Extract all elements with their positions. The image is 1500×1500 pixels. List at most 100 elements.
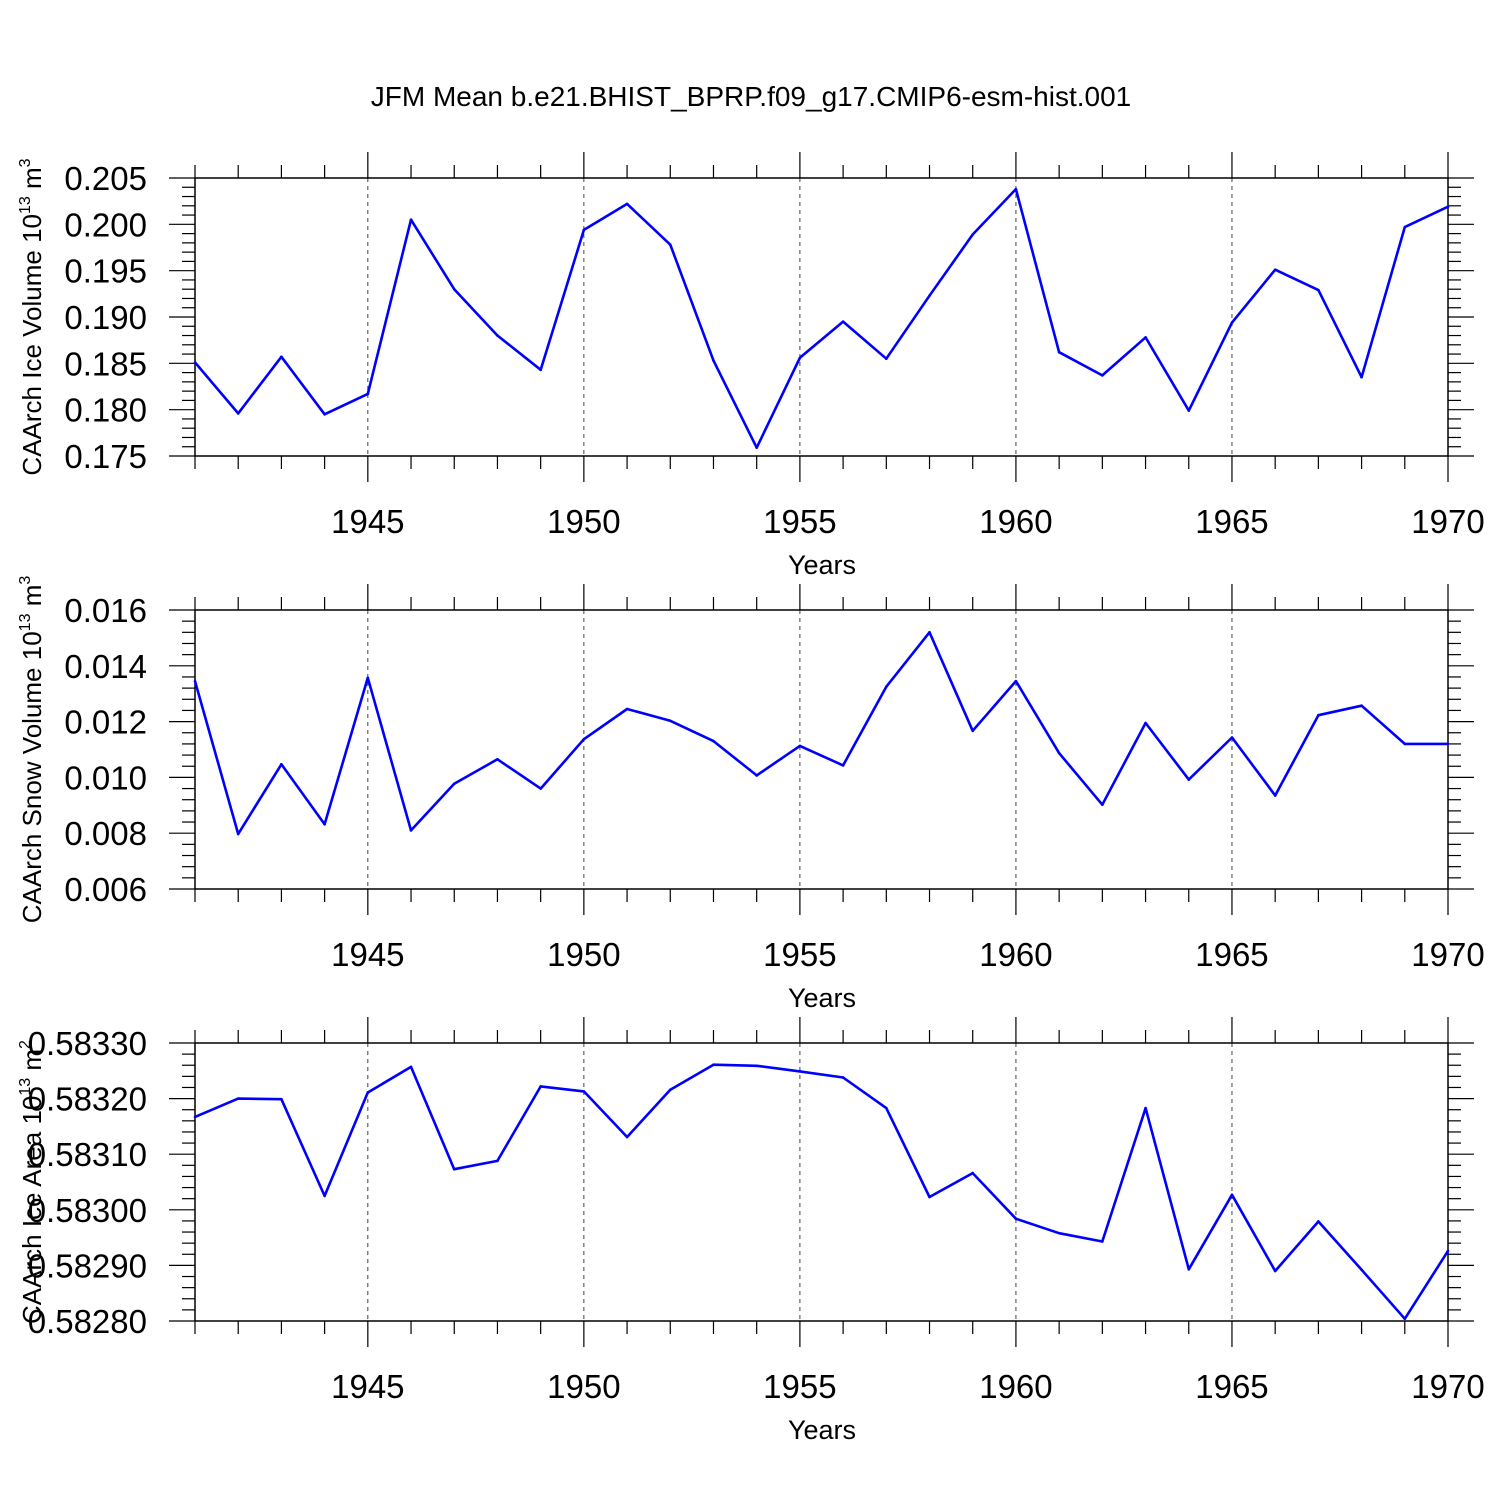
data-point [236,412,240,415]
data-point [1057,350,1061,354]
data-point [712,739,715,743]
series-line [193,630,1448,836]
data-point [452,287,456,291]
data-point [1317,288,1320,292]
x-tick-label: 1970 [1411,503,1484,540]
y-tick-label: 0.175 [64,438,147,475]
y-tick-label: 0.006 [64,871,147,908]
x-axis-label: Years [788,1415,856,1445]
data-point [1403,1317,1407,1321]
data-point [798,1070,802,1073]
data-point [712,1063,715,1066]
data-point [1101,803,1104,807]
x-tick-label: 1970 [1411,936,1484,973]
y-axis-label: CAArch Ice Volume 1013 m3 [17,158,47,475]
y-tick-label: 0.58310 [28,1136,147,1173]
data-point [798,744,802,748]
data-point [323,413,326,416]
panel-3: 1945 1950 1955 1960 1965 1970 Years 0.58280 0.58… [17,1017,1485,1445]
data-point [1101,374,1104,377]
x-tick-label: 1955 [763,503,836,540]
data-point [668,243,672,247]
data-point [1446,1249,1450,1253]
data-point [366,392,370,396]
figure-title: JFM Mean b.e21.BHIST_BPRP.f09_g17.CMIP6-… [371,81,1132,112]
panel-1: 1945 1950 1955 1960 1965 1970 Years 0.175 0.180 0… [17,152,1485,580]
plot-frame [194,1042,1449,1322]
data-point [885,1106,888,1110]
data-point [280,355,283,359]
data-point [452,782,456,786]
x-tick-label: 1960 [979,936,1052,973]
series-line [194,1063,1450,1321]
data-point [1057,1231,1061,1235]
data-point [1230,1193,1234,1197]
data-point [928,631,931,634]
x-tick-label: 1965 [1195,503,1268,540]
data-point [1317,713,1320,717]
x-tick-label: 1960 [979,503,1052,540]
data-point [1360,704,1363,707]
data-point [1101,1240,1104,1243]
data-point [1014,679,1018,683]
data-point [1187,409,1191,412]
data-point [323,1194,326,1198]
data-point [1144,336,1147,339]
y-tick-label: 0.185 [64,345,147,382]
data-point [496,1159,499,1163]
panels: 1945 1950 1955 1960 1965 1970 Years 0.175 0.180 0… [17,152,1485,1445]
data-point [928,1195,931,1199]
data-point [193,361,197,364]
data-point [712,359,715,362]
data-point [496,757,499,761]
x-tick-label: 1945 [331,936,404,973]
x-tick-label: 1970 [1411,1368,1484,1405]
data-point [366,1091,370,1094]
data-point [1014,187,1018,191]
y-tick-label: 0.180 [64,392,147,429]
data-point [755,1064,758,1068]
y-axis-label: CAArch Snow Volume 1013 m3 [17,576,47,924]
y-axis-label: CAArch Ice Area 1013 m2 [17,1040,47,1324]
data-point [625,202,629,206]
data-point [625,1135,629,1139]
data-point [1273,268,1277,272]
data-point [236,832,240,836]
data-point [280,1097,283,1101]
data-point [1187,1267,1191,1271]
data-point [1144,1106,1147,1110]
y-tick-label: 0.016 [64,592,147,629]
x-tick-label: 1955 [763,1368,836,1405]
data-point [1273,1269,1277,1273]
data-point [841,1076,845,1079]
data-point [496,334,499,337]
y-tick-label: 0.58290 [28,1247,147,1284]
data-point [1014,1217,1018,1220]
data-point [755,774,758,777]
data-point [755,446,758,449]
data-point [971,729,975,733]
data-point [193,679,197,683]
y-tick-label: 0.010 [64,759,147,796]
data-point [971,233,975,236]
data-point [582,1090,586,1093]
series-line [194,187,1449,450]
data-point [409,1065,413,1069]
data-point [1360,1268,1363,1272]
y-tick-label: 0.014 [64,648,147,685]
data-point [452,1167,456,1171]
x-tick-label: 1965 [1195,1368,1268,1405]
y-tick-label: 0.195 [64,253,147,290]
data-point [668,1088,672,1092]
data-point [625,707,629,711]
data-point [668,719,672,723]
y-tick-label: 0.58280 [28,1303,147,1340]
y-tick-label: 0.58330 [28,1025,147,1062]
y-tick-label: 0.205 [64,160,147,197]
data-point [1360,375,1363,379]
x-tick-label: 1945 [331,503,404,540]
data-point [323,822,326,826]
data-point [1187,778,1191,781]
data-point [409,218,413,221]
